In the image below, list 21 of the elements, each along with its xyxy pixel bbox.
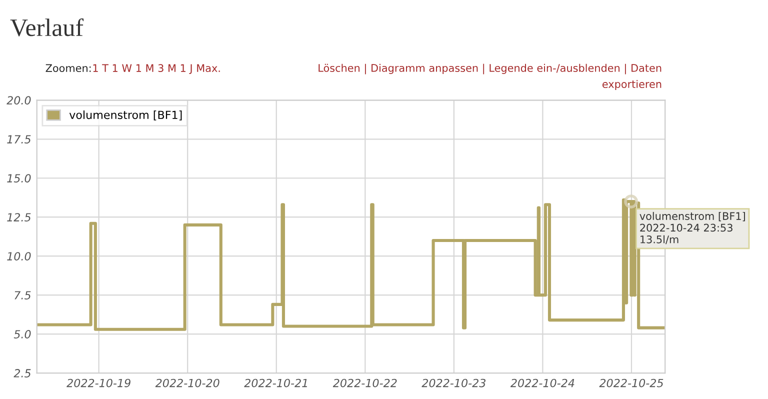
chart-title: Verlauf bbox=[10, 18, 84, 36]
y-tick-label: 15.0 bbox=[7, 174, 31, 183]
annotation: volumenstrom [BF1] 2022-10-24 23:53 13.5l/m bbox=[640, 212, 745, 244]
y-tick-label: 10.0 bbox=[7, 252, 31, 260]
y-tick-label: 12.5 bbox=[7, 213, 31, 222]
x-tick-label: 2022-10-22 bbox=[332, 378, 397, 388]
text: 1 T 1 W 1 M 3 M 1 J Max. bbox=[93, 64, 220, 74]
text: Löschen | Diagramm anpassen | Legende ein-/ausblenden | Daten exportieren bbox=[318, 64, 662, 90]
text: Zoomen: bbox=[46, 64, 91, 72]
x-tick-label: 2022-10-24 bbox=[510, 378, 574, 388]
x-tick-label: 2022-10-25 bbox=[599, 378, 664, 388]
y-tick-label: 20.0 bbox=[6, 96, 31, 105]
y-tick-label: 2.5 bbox=[14, 369, 31, 378]
x-tick-label: 2022-10-23 bbox=[422, 378, 486, 388]
x-tick-label: 2022-10-19 bbox=[66, 378, 130, 388]
x-tick-label: 2022-10-20 bbox=[155, 378, 220, 388]
legend-label: volumenstrom [BF1] bbox=[69, 110, 182, 120]
y-tick-label: 7.5 bbox=[14, 291, 31, 300]
y-tick-label: 17.5 bbox=[7, 135, 31, 144]
x-tick-label: 2022-10-21 bbox=[244, 378, 307, 388]
y-tick-label: 5.0 bbox=[14, 330, 31, 338]
